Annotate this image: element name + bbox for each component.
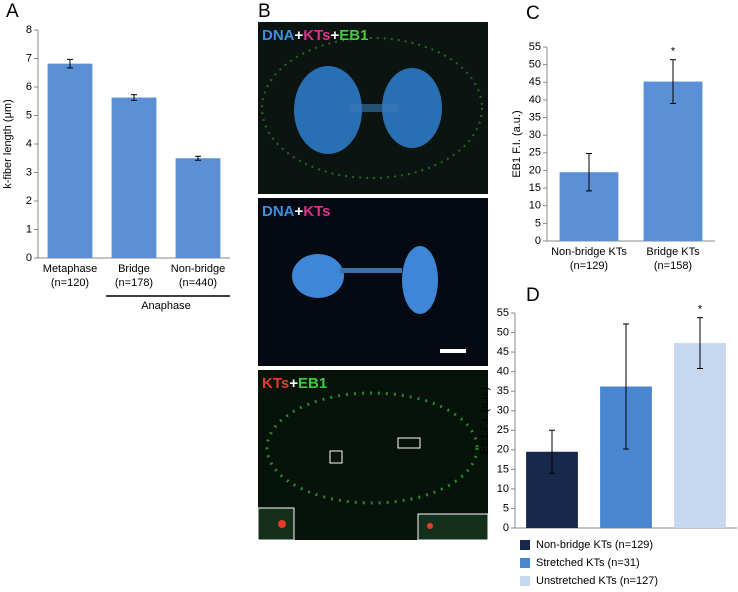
y-tick-label: 7 — [26, 52, 32, 64]
x-tick-label: (n=158) — [654, 260, 692, 272]
x-tick-label: Bridge — [118, 263, 150, 275]
bar — [674, 343, 726, 528]
significance-label: * — [671, 46, 676, 58]
y-tick-label: 50 — [529, 59, 541, 71]
micrograph-label: DNA+KTs — [262, 203, 331, 220]
x-tick-label: (n=440) — [179, 277, 217, 289]
bar — [111, 97, 157, 258]
x-tick-label: Non-bridge — [171, 263, 225, 275]
label-part: + — [289, 375, 298, 392]
x-tick-label: (n=178) — [115, 277, 153, 289]
panel-label: C — [526, 3, 540, 24]
y-tick-label: 5 — [26, 109, 32, 121]
label-part: KTs — [303, 203, 330, 220]
y-tick-label: 15 — [497, 463, 509, 475]
label-part: EB1 — [339, 27, 368, 44]
y-tick-label: 2 — [26, 195, 32, 207]
y-tick-label: 0 — [535, 235, 541, 247]
y-tick-label: 55 — [497, 307, 509, 319]
y-tick-label: 50 — [497, 326, 509, 338]
group-label: Anaphase — [141, 300, 191, 312]
y-tick-label: 5 — [503, 502, 509, 514]
bar — [175, 158, 221, 258]
y-tick-label: 15 — [529, 182, 541, 194]
y-tick-label: 45 — [497, 346, 509, 358]
micrograph-middle — [258, 198, 488, 366]
y-tick-label: 0 — [26, 252, 32, 264]
y-tick-label: 35 — [497, 385, 509, 397]
legend-label: Unstretched KTs (n=127) — [536, 575, 658, 587]
label-part: EB1 — [298, 375, 327, 392]
label-part: DNA — [262, 27, 295, 44]
legend-label: Non-bridge KTs (n=129) — [536, 539, 653, 551]
legend-swatch — [520, 576, 530, 586]
y-tick-label: 30 — [497, 405, 509, 417]
bar — [47, 63, 93, 258]
y-tick-label: 25 — [529, 147, 541, 159]
x-tick-label: Metaphase — [43, 263, 97, 275]
label-part: + — [295, 203, 304, 220]
micrograph-bottom — [257, 370, 489, 541]
y-tick-label: 20 — [497, 444, 509, 456]
y-tick-label: 25 — [497, 424, 509, 436]
micrograph-label: KTs+EB1 — [262, 375, 327, 392]
y-tick-label: 10 — [497, 483, 509, 495]
y-tick-label: 35 — [529, 111, 541, 123]
y-tick-label: 3 — [26, 166, 32, 178]
legend-swatch — [520, 540, 530, 550]
label-part: DNA — [262, 203, 295, 220]
y-tick-label: 20 — [529, 164, 541, 176]
y-tick-label: 5 — [535, 217, 541, 229]
y-axis-label: k-fiber length (μm) — [2, 99, 14, 188]
x-tick-label: (n=129) — [570, 260, 608, 272]
x-tick-label: Bridge KTs — [646, 246, 700, 258]
micrograph-top — [258, 22, 488, 194]
legend-label: Stretched KTs (n=31) — [536, 557, 640, 569]
y-tick-label: 6 — [26, 81, 32, 93]
y-tick-label: 1 — [26, 223, 32, 235]
y-tick-label: 40 — [529, 94, 541, 106]
label-part: KTs — [303, 27, 330, 44]
micrograph-label: DNA+KTs+EB1 — [262, 27, 368, 44]
y-tick-label: 8 — [26, 24, 32, 36]
y-tick-label: 45 — [529, 76, 541, 88]
y-tick-label: 10 — [529, 200, 541, 212]
y-tick-label: 4 — [26, 138, 32, 150]
y-tick-label: 55 — [529, 41, 541, 53]
y-tick-label: 30 — [529, 129, 541, 141]
label-part: + — [331, 27, 340, 44]
bar — [643, 81, 703, 241]
panel-label: D — [526, 285, 540, 306]
panel-label: A — [6, 1, 19, 22]
y-tick-label: 40 — [497, 366, 509, 378]
label-part: + — [295, 27, 304, 44]
x-tick-label: Non-bridge KTs — [551, 246, 627, 258]
label-part: KTs — [262, 375, 289, 392]
legend-swatch — [520, 558, 530, 568]
x-tick-label: (n=120) — [51, 277, 89, 289]
y-tick-label: 0 — [503, 522, 509, 534]
y-axis-label: EB1 F.I. (a.u.) — [479, 387, 491, 454]
significance-label: * — [698, 304, 703, 316]
panel-label: B — [258, 1, 271, 22]
y-axis-label: EB1 F.I. (a.u.) — [511, 110, 523, 177]
